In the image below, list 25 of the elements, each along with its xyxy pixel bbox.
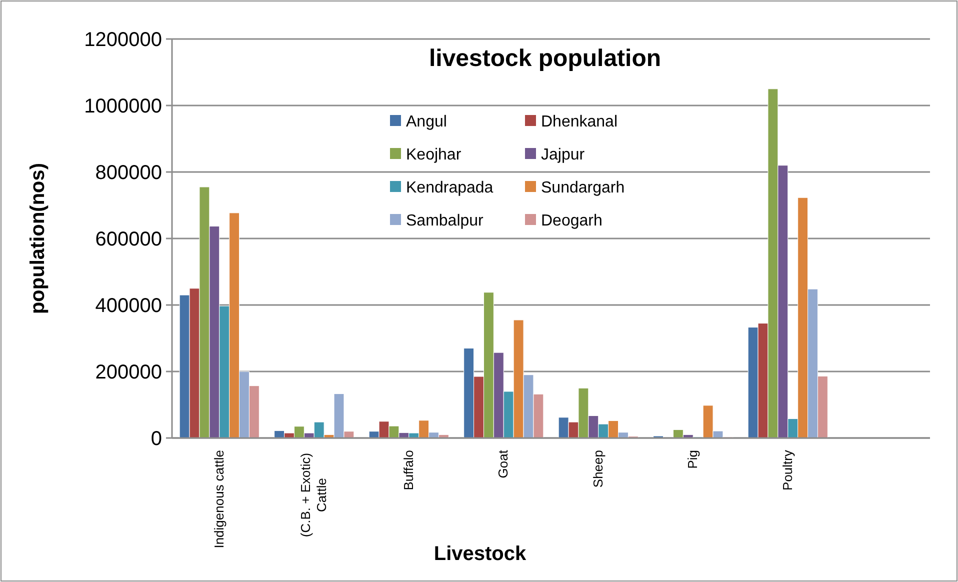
legend-label: Sundargarh xyxy=(541,180,625,197)
y-tick-label: 600000 xyxy=(95,228,162,250)
legend-label: Keojhar xyxy=(406,146,462,164)
legend-label: Sambalpur xyxy=(406,212,484,230)
x-tick-label: Goat xyxy=(496,450,511,478)
y-tick-label: 800000 xyxy=(95,162,162,184)
y-axis-title: population(nos) xyxy=(27,162,49,314)
x-tick-label: Sheep xyxy=(590,450,606,488)
legend-label: Kendrapada xyxy=(406,180,494,197)
legend-label: Deogarh xyxy=(541,212,602,230)
legend-label: Dhenkanal xyxy=(541,114,618,131)
x-tick-label: (C.B. + Exotic) Cattle xyxy=(298,452,330,538)
x-tick-label: Indigenous cattle xyxy=(211,450,226,548)
x-axis-title: Livestock xyxy=(434,543,528,565)
x-tick-label: Poultry xyxy=(780,450,795,490)
y-tick-label: 0 xyxy=(150,428,162,450)
y-tick-label: 1200000 xyxy=(84,29,162,51)
chart-title: livestock population xyxy=(428,45,662,72)
y-tick-label: 1000000 xyxy=(84,96,162,118)
x-tick-label: Pig xyxy=(685,450,700,469)
legend-label: Jajpur xyxy=(541,146,586,164)
x-tick-label: Buffalo xyxy=(400,450,416,490)
y-tick-label: 400000 xyxy=(95,295,162,317)
y-tick-label: 200000 xyxy=(95,362,162,384)
legend-label: Angul xyxy=(406,114,447,131)
